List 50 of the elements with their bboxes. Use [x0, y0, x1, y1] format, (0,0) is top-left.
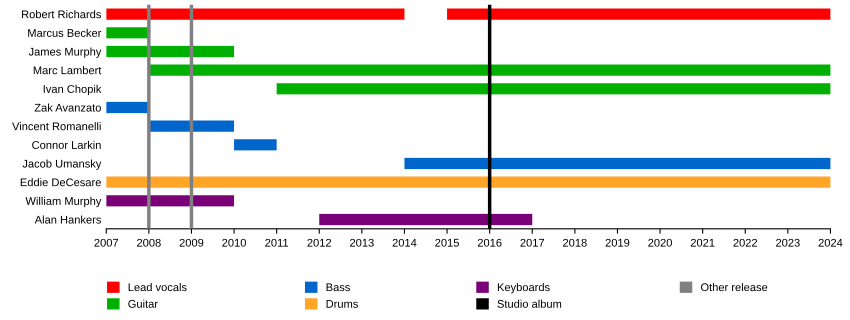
x-tick-label: 2021	[690, 238, 714, 247]
y-tick-label: Ivan Chopik	[44, 84, 102, 96]
bar	[106, 176, 830, 188]
y-tick-label: Jacob Umansky	[22, 159, 102, 170]
bar	[106, 8, 404, 20]
bar	[447, 8, 830, 20]
x-tick-label: 2024	[818, 238, 842, 247]
x-tick-label: 2014	[392, 238, 416, 247]
bar	[404, 158, 830, 170]
legend-label: Other release	[700, 283, 768, 292]
bar	[319, 214, 532, 226]
y-tick-label: Eddie DeCesare	[20, 178, 101, 186]
x-tick-label: 2023	[776, 238, 800, 247]
bar	[106, 195, 234, 206]
legend-label: Drums	[326, 300, 358, 308]
x-tick-label: 2015	[435, 238, 459, 247]
legend-label: Studio album	[497, 300, 562, 308]
x-tick-label: 2008	[137, 238, 161, 247]
legend-label: Bass	[326, 283, 350, 292]
y-tick-label: Robert Richards	[22, 10, 101, 18]
x-tick-label: 2020	[648, 238, 672, 247]
x-tick-label: 2017	[520, 238, 544, 247]
bar	[106, 102, 149, 114]
bar	[106, 46, 234, 58]
x-tick-label: 2013	[350, 238, 374, 247]
x-tick-label: 2016	[478, 238, 502, 247]
y-tick-label: Alan Hankers	[34, 215, 101, 224]
x-tick-label: 2022	[733, 238, 758, 247]
x-tick-label: 2019	[606, 238, 630, 247]
x-tick-label: 2012	[307, 238, 332, 247]
y-tick-label: William Murphy	[26, 196, 102, 208]
legend-label: Guitar	[128, 300, 158, 308]
y-tick-label: Marc Lambert	[34, 66, 102, 74]
bar	[148, 64, 830, 76]
bar	[276, 83, 830, 94]
y-tick-label: Connor Larkin	[32, 140, 101, 149]
bar	[148, 120, 234, 132]
y-tick-label: James Murphy	[28, 47, 102, 58]
bar	[234, 139, 277, 150]
legend-label: Keyboards	[498, 283, 550, 294]
x-tick-label: 2009	[180, 238, 204, 247]
y-tick-label: Vincent Romanelli	[12, 122, 101, 130]
y-tick-label: Zak Avanzato	[34, 103, 101, 112]
x-tick-label: 2007	[94, 238, 118, 247]
x-tick-label: 2010	[222, 238, 246, 247]
y-tick-label: Marcus Becker	[28, 28, 102, 37]
legend-label: Lead vocals	[128, 283, 187, 292]
x-tick-label: 2011	[265, 238, 288, 247]
bar	[106, 27, 149, 38]
x-tick-label: 2018	[563, 238, 587, 247]
